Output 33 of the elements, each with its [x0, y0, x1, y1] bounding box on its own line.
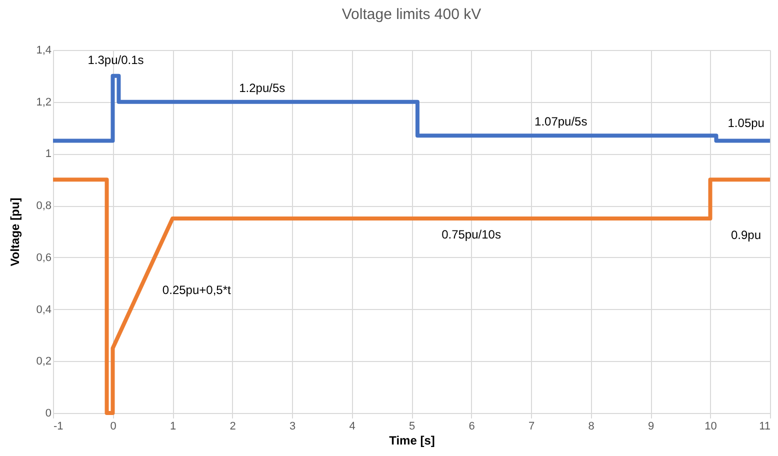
x-tick-label: 11: [759, 420, 770, 432]
y-tick-label: 1,4: [36, 44, 52, 56]
annotation: 1.3pu/0.1s: [88, 52, 144, 67]
annotation: 0.9pu: [730, 228, 762, 242]
y-axis-title: Voltage [pu]: [8, 198, 22, 266]
line-series: [51, 74, 772, 143]
annotation: 0.75pu/10s: [442, 228, 501, 242]
x-tick-label: 0: [110, 420, 116, 432]
x-tick-label: 8: [588, 420, 594, 432]
x-tick-label: 6: [468, 420, 475, 432]
line-series: [51, 178, 772, 415]
y-tick-label: 0: [45, 408, 52, 420]
annotation: 1.05pu: [728, 116, 764, 130]
x-tick-label: 7: [528, 420, 535, 432]
x-tick-label: -1: [54, 420, 64, 432]
y-tick-label: 0,4: [36, 304, 52, 316]
x-axis-title: Time [s]: [389, 434, 435, 448]
y-tick-label: 0,6: [36, 252, 52, 264]
x-tick-label: 3: [289, 420, 296, 432]
y-tick-label: 1: [45, 148, 52, 160]
chart-title: Voltage limits 400 kV: [342, 6, 482, 23]
x-tick-label: 2: [230, 420, 236, 432]
annotation: 1.2pu/5s: [239, 80, 286, 95]
x-tick-label: 5: [408, 420, 416, 432]
y-tick-label: 0,8: [36, 200, 52, 212]
y-tick-label: 1,2: [36, 96, 52, 108]
annotation: 1.07pu/5s: [534, 114, 588, 129]
x-tick-label: 10: [704, 420, 717, 432]
y-tick-label: 0,2: [36, 356, 52, 368]
annotation: 0.25pu+0,5*t: [162, 282, 232, 297]
x-tick-label: 4: [349, 420, 356, 432]
x-tick-label: 1: [170, 420, 176, 432]
x-tick-label: 9: [648, 420, 654, 432]
